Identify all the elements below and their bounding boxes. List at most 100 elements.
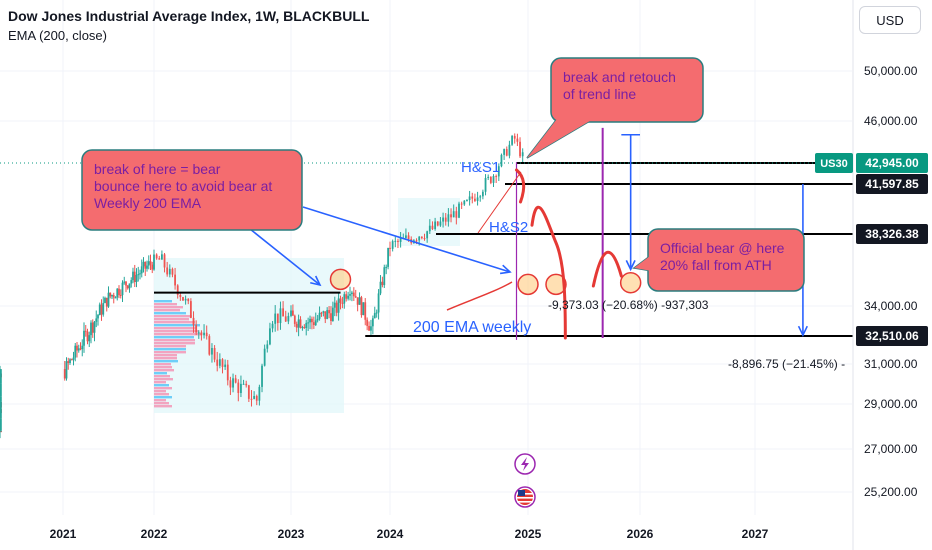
red-drawn-path [530,205,567,340]
candle-body [261,365,263,387]
candle-body [114,297,117,299]
candle-body [184,298,187,301]
flag-stripe [517,497,533,499]
candle-body [381,281,384,286]
indicator-legend[interactable]: EMA (200, close) [8,28,107,43]
y-tick-label: 27,000.00 [864,442,918,456]
candle-body [458,203,460,218]
volume-profile-bar [154,339,195,342]
volume-profile-bar [154,342,195,345]
candle-body [208,336,211,355]
candle-body [158,258,161,260]
candle-body [508,144,511,156]
candle-body [242,383,245,385]
volume-profile-bar [154,360,178,363]
candle-body [316,318,319,321]
candle-body [349,294,351,296]
candle-body [295,323,298,328]
candle-body [292,310,294,316]
chart-header: Dow Jones Industrial Average Index, 1W, … [8,8,369,43]
measure-arrow-2-head [797,325,808,338]
volume-profile-bar [154,303,177,306]
flag-stripe [517,501,533,503]
volume-profile-bar [154,345,186,348]
candle-body [282,308,284,317]
x-tick-label: 2023 [278,527,305,541]
candle-body [187,298,190,302]
volume-profile-bar [154,312,186,315]
candle-body [318,312,321,319]
candle-body [279,308,282,324]
candle-body [301,327,304,329]
candle-body [142,261,145,267]
candle-body [354,296,357,298]
candle-body [69,359,71,363]
ema-label: 200 EMA weekly [413,319,531,336]
candle-body [495,176,498,178]
candle-body [0,418,2,431]
candle-body [362,302,365,316]
candle-body [105,297,108,307]
price-tag [856,223,928,244]
candle-body [442,217,444,222]
candle-body [333,302,336,308]
volume-profile-bar [154,402,169,405]
volume-profile-bar [154,390,166,393]
candle-body [358,297,361,305]
candle-body [116,288,119,298]
candle-body [324,311,327,319]
candle-body [258,386,261,401]
candle-body [88,335,91,342]
callout-ema-break-text: break of here = bear [94,161,221,177]
price-tag-label: 41,597.85 [865,177,919,191]
price-tag-label: 32,510.06 [865,329,919,343]
candle-body [343,294,346,304]
candle-body [218,359,221,366]
candle-body [407,235,410,240]
candle-body [250,398,253,400]
candle-body [226,364,229,381]
candle-body [79,348,82,350]
volume-profile [154,300,202,408]
circle-marker [619,271,642,294]
candle-body [326,310,329,319]
candle-body [98,304,101,316]
candle-body [83,330,85,346]
candle-body [505,149,508,156]
candle-body [74,345,77,358]
x-tick-label: 2024 [377,527,404,541]
price-tag-label: 42,945.00 [865,156,919,170]
x-tick-label: 2021 [50,527,77,541]
candle-body [255,396,258,401]
candle-body [399,238,402,242]
candle-body [347,295,350,299]
candle-body [132,271,134,281]
candle-body [481,191,484,197]
candle-body [352,292,355,297]
arrow-to-ema-break-head [310,275,322,287]
candle-body [189,301,192,318]
candle-body [112,295,115,298]
candle-body [492,176,495,183]
candle-body [247,385,250,399]
candle-body [471,196,474,199]
candle-body [0,430,2,432]
candle-body [287,315,290,322]
candle-body [109,292,112,297]
price-tag [856,174,928,195]
callout-ema-break-text: bounce here to avoid bear at [94,178,272,194]
y-tick-label: 50,000.00 [864,64,918,78]
candle-body [455,211,458,218]
candle-body [466,200,468,202]
candle-body [368,325,370,331]
candle-body [163,254,166,268]
arrow-to-ema-bounce [302,206,511,273]
volume-profile-bar [154,327,196,330]
currency-button[interactable]: USD [859,6,921,34]
candle-body [489,176,492,183]
candle-body [426,231,429,239]
candle-body [153,254,155,270]
candle-body [263,348,266,366]
volume-profile-bar [154,351,186,354]
